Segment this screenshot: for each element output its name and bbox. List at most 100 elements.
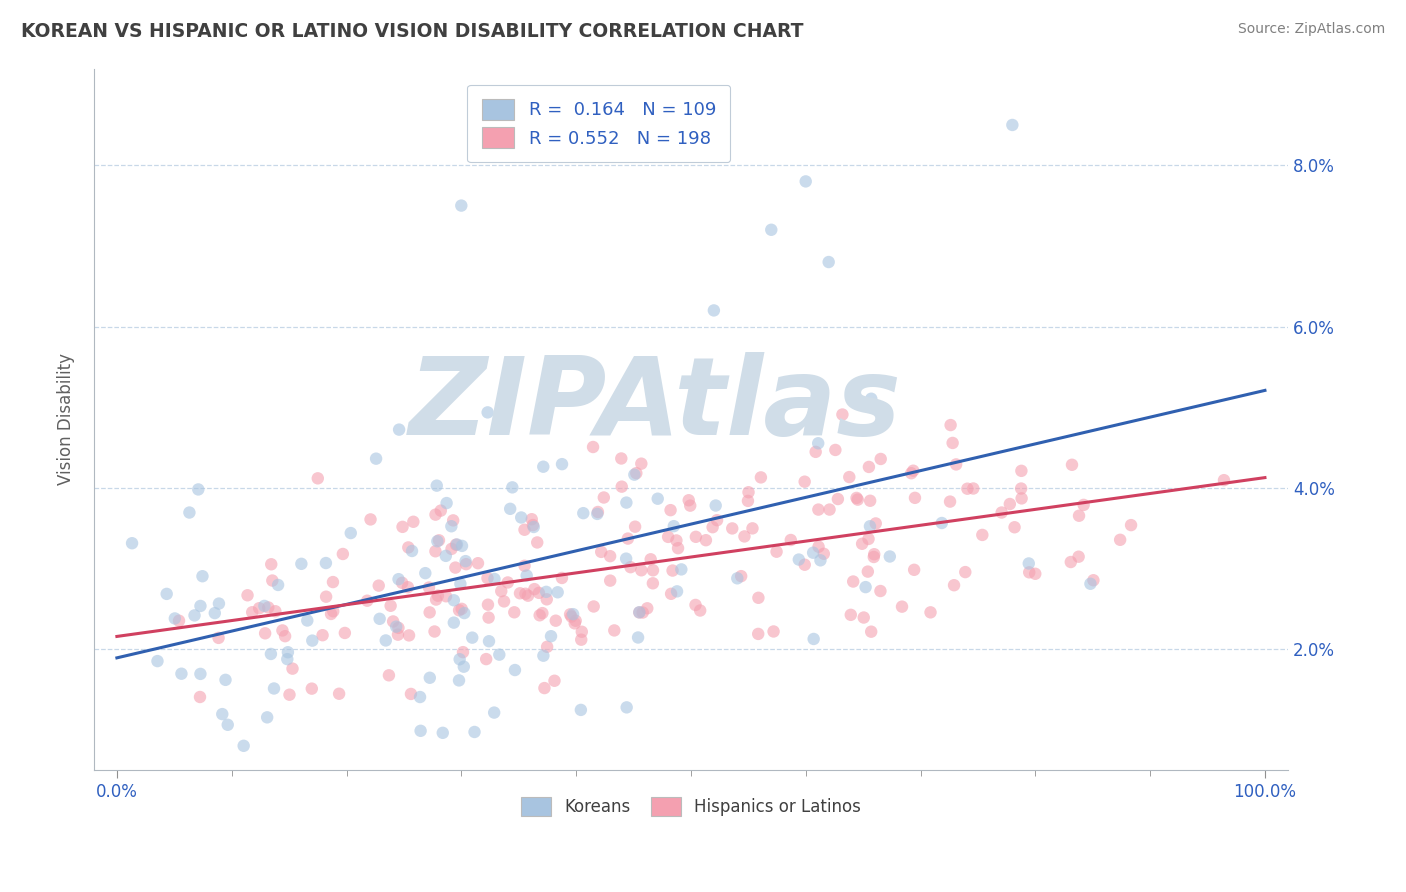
Point [387,572,409,586]
Point [858,532,880,546]
Point [852,610,875,624]
Point [409,723,432,738]
Point [488,648,510,662]
Point [689,603,711,617]
Point [904,491,927,505]
Point [1067,549,1090,564]
Point [582,599,605,614]
Point [531,606,554,620]
Point [409,690,432,704]
Point [544,614,567,628]
Point [1024,566,1046,581]
Point [478,610,501,624]
Point [401,544,423,558]
Point [402,515,425,529]
Point [333,626,356,640]
Point [499,501,522,516]
Point [440,519,463,533]
Point [702,520,724,534]
Point [858,459,880,474]
Point [356,593,378,607]
Point [451,539,474,553]
Point [429,503,451,517]
Point [863,547,886,561]
Point [671,562,693,576]
Point [271,624,294,638]
Point [599,574,621,588]
Point [391,520,413,534]
Point [301,633,323,648]
Point [804,445,827,459]
Point [749,470,772,484]
Point [513,523,536,537]
Point [817,255,839,269]
Point [440,541,463,556]
Point [236,588,259,602]
Point [737,494,759,508]
Point [254,626,277,640]
Point [845,491,868,505]
Point [551,457,574,471]
Point [586,507,609,521]
Point [803,632,825,646]
Point [1060,555,1083,569]
Point [297,614,319,628]
Point [807,540,830,554]
Point [529,608,551,623]
Point [190,666,212,681]
Point [860,624,883,639]
Point [426,478,449,492]
Point [703,303,725,318]
Point [851,537,873,551]
Point [517,589,540,603]
Point [426,589,449,603]
Point [208,597,231,611]
Point [509,586,531,600]
Point [1073,498,1095,512]
Point [685,598,707,612]
Point [659,587,682,601]
Point [623,467,645,482]
Point [322,575,344,590]
Point [315,590,337,604]
Point [232,739,254,753]
Point [523,582,546,596]
Point [484,572,506,586]
Point [846,492,869,507]
Point [496,575,519,590]
Point [813,547,835,561]
Point [451,645,474,659]
Point [582,440,605,454]
Point [879,549,901,564]
Point [891,599,914,614]
Point [619,560,641,574]
Point [436,496,458,510]
Point [260,558,283,572]
Point [170,666,193,681]
Point [449,652,471,666]
Point [939,494,962,508]
Y-axis label: Vision Disability: Vision Disability [58,353,75,485]
Point [467,556,489,570]
Point [939,418,962,433]
Point [661,564,683,578]
Point [398,628,420,642]
Point [531,648,554,663]
Point [818,502,841,516]
Point [610,451,633,466]
Point [685,530,707,544]
Point [276,652,298,666]
Point [628,606,651,620]
Legend: Koreans, Hispanics or Latinos: Koreans, Hispanics or Latinos [513,789,869,825]
Text: Source: ZipAtlas.com: Source: ZipAtlas.com [1237,22,1385,37]
Point [560,609,582,624]
Point [869,584,891,599]
Point [998,497,1021,511]
Point [307,471,329,485]
Point [626,466,648,480]
Point [733,529,755,543]
Point [163,611,186,625]
Point [387,627,409,641]
Point [156,587,179,601]
Point [666,584,689,599]
